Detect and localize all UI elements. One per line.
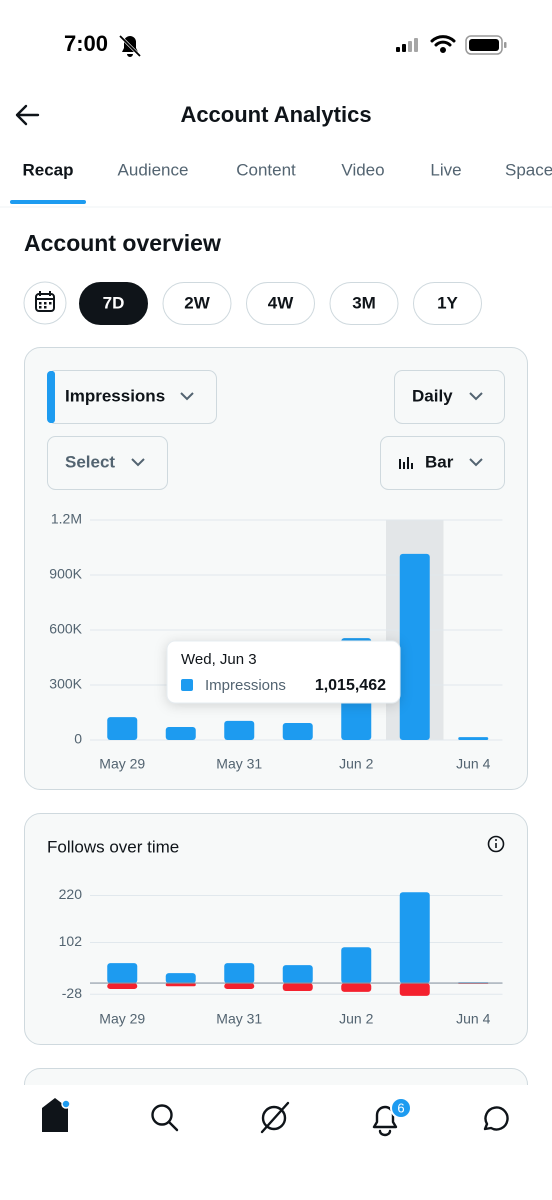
x-tick-label: May 29 xyxy=(99,756,145,772)
bottom-nav xyxy=(0,1085,552,1200)
bar xyxy=(399,983,430,996)
y-tick-label: 1.2M xyxy=(51,511,82,527)
bar xyxy=(224,963,255,984)
period-label: 4W xyxy=(268,293,294,312)
notification-badge: 6 xyxy=(397,1100,404,1115)
home-tab[interactable] xyxy=(42,1098,71,1132)
bar xyxy=(165,973,196,984)
bar xyxy=(341,947,372,984)
calendar-button[interactable] xyxy=(23,281,67,325)
y-tick-label: 102 xyxy=(59,933,83,949)
interval-dropdown[interactable]: Daily xyxy=(394,370,505,424)
period-button[interactable]: 7D xyxy=(79,282,148,325)
compare-label: Select xyxy=(65,452,115,471)
bar xyxy=(224,983,255,990)
period-label: 7D xyxy=(103,293,125,312)
period-pill xyxy=(162,282,232,325)
compare-dropdown[interactable]: Select xyxy=(47,436,168,490)
chart-title: Follows over time xyxy=(47,837,179,856)
x-tick-label: May 31 xyxy=(216,1011,262,1027)
x-tick-label: Jun 2 xyxy=(339,756,373,772)
tab[interactable]: Audience xyxy=(118,160,189,179)
tooltip-swatch xyxy=(181,679,193,691)
tab[interactable]: Spaces xyxy=(505,160,552,179)
search-tab[interactable] xyxy=(151,1104,179,1132)
tab[interactable]: Live xyxy=(430,160,461,179)
period-button[interactable]: 1Y xyxy=(413,282,482,325)
bar xyxy=(458,737,489,740)
tooltip-series: Impressions xyxy=(205,677,286,694)
section-title: Account overview xyxy=(24,230,221,256)
bar xyxy=(165,983,196,987)
x-tick-label: May 31 xyxy=(216,756,262,772)
y-tick-label: 220 xyxy=(59,886,83,902)
bar xyxy=(399,892,430,984)
period-pill xyxy=(79,282,148,325)
x-tick-label: Jun 4 xyxy=(456,756,490,772)
period-pill xyxy=(246,282,315,325)
tooltip-title: Wed, Jun 3 xyxy=(181,651,257,668)
status-time: 7:00 xyxy=(64,31,108,56)
active-tab-indicator xyxy=(10,200,86,204)
period-button[interactable]: 3M xyxy=(329,282,399,325)
bar xyxy=(107,963,138,984)
x-tick-label: Jun 4 xyxy=(456,1011,490,1027)
x-tick-label: May 29 xyxy=(99,1011,145,1027)
header-title: Account Analytics xyxy=(180,102,371,127)
metric-dropdown[interactable]: Impressions xyxy=(47,370,217,424)
wifi-icon xyxy=(430,35,456,53)
tab[interactable]: Video xyxy=(341,160,384,179)
tab[interactable]: Recap xyxy=(22,160,73,179)
bar xyxy=(224,720,255,740)
x-tick-label: Jun 2 xyxy=(339,1011,373,1027)
period-button[interactable]: 2W xyxy=(162,282,232,325)
bar xyxy=(282,965,313,984)
period-pill xyxy=(413,282,482,325)
chart-style-dropdown[interactable]: Bar xyxy=(380,436,505,490)
chart-style-label: Bar xyxy=(425,452,454,471)
interval-label: Daily xyxy=(412,386,453,405)
battery-icon xyxy=(465,35,507,55)
period-label: 2W xyxy=(184,293,210,312)
mute-icon xyxy=(118,34,142,58)
tooltip: Wed, Jun 3 Impressions 1,015,462 xyxy=(166,640,401,704)
bar xyxy=(399,553,430,740)
y-tick-label: -28 xyxy=(62,985,82,1001)
tooltip-box xyxy=(166,640,401,704)
period-button[interactable]: 4W xyxy=(246,282,315,325)
period-label: 1Y xyxy=(437,293,458,312)
metric-label: Impressions xyxy=(65,386,165,405)
y-tick-label: 600K xyxy=(49,621,82,637)
bar xyxy=(107,717,138,740)
info-icon[interactable] xyxy=(487,835,505,853)
y-tick-label: 0 xyxy=(74,731,82,747)
tab[interactable]: Content xyxy=(236,160,296,179)
bar xyxy=(107,983,138,990)
messages-tab[interactable] xyxy=(483,1106,509,1131)
tooltip-value: 1,015,462 xyxy=(315,677,386,694)
notifications-tab[interactable]: 6 xyxy=(372,1097,412,1137)
y-tick-label: 900K xyxy=(49,566,82,582)
period-label: 3M xyxy=(352,293,376,312)
bar xyxy=(282,983,313,992)
bar xyxy=(165,726,196,740)
grok-tab[interactable] xyxy=(260,1101,290,1134)
bar xyxy=(282,722,313,740)
y-tick-label: 300K xyxy=(49,676,82,692)
back-button[interactable] xyxy=(15,104,40,126)
signal-icon xyxy=(396,38,418,52)
bar xyxy=(341,983,372,992)
period-pill xyxy=(329,282,399,325)
